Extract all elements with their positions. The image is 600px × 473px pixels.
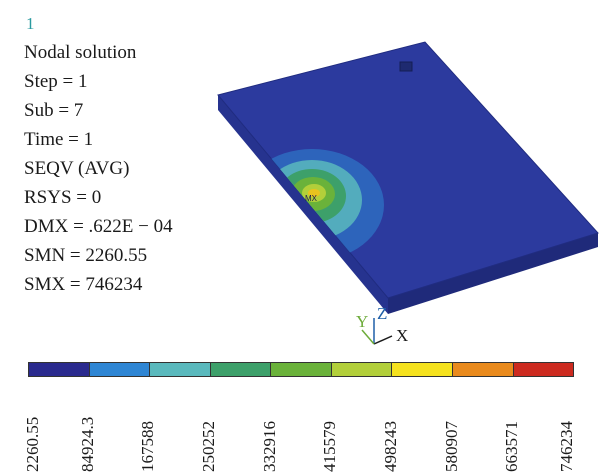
legend-tick-label: 746234 bbox=[557, 421, 576, 472]
info-line-title: Nodal solution bbox=[24, 42, 137, 63]
triad-axes bbox=[361, 318, 393, 345]
legend-swatch bbox=[29, 363, 90, 376]
legend-swatch bbox=[452, 363, 514, 376]
min-marker bbox=[399, 61, 413, 72]
legend-swatch bbox=[513, 363, 574, 376]
plate-right-face bbox=[388, 233, 598, 314]
info-line-time: Time = 1 bbox=[24, 129, 94, 150]
max-marker-label: MX bbox=[305, 194, 318, 203]
legend-swatch bbox=[150, 363, 211, 376]
legend-swatch bbox=[89, 363, 151, 376]
legend-tick-label: 250252 bbox=[199, 421, 218, 472]
triad-z-label: Z bbox=[377, 304, 388, 323]
legend-tick-label: 84924.3 bbox=[77, 416, 97, 472]
coordinate-triad: Y Z X bbox=[352, 304, 422, 356]
info-line-smx: SMX = 746234 bbox=[24, 274, 143, 295]
legend-tick-label: 167588 bbox=[138, 421, 158, 472]
legend-color-bar bbox=[28, 362, 574, 377]
info-line-sub: Sub = 7 bbox=[24, 100, 84, 121]
info-line-rsys: RSYS = 0 bbox=[24, 187, 102, 208]
info-line-result-type: SEQV (AVG) bbox=[24, 158, 130, 179]
plate-front-face bbox=[218, 95, 388, 314]
info-line-smn: SMN = 2260.55 bbox=[24, 245, 148, 266]
legend-tick-label: 580907 bbox=[441, 421, 461, 472]
legend-tick-label: 415579 bbox=[320, 421, 340, 472]
triad-x-label: X bbox=[396, 326, 409, 345]
legend-tick-label: 332916 bbox=[259, 421, 279, 472]
info-line-dmx: DMX = .622E − 04 bbox=[24, 216, 173, 237]
legend-tick-label: 498243 bbox=[381, 421, 400, 472]
legend-swatch bbox=[210, 363, 272, 376]
solution-info-panel: Nodal solution Step = 1 Sub = 7 Time = 1… bbox=[24, 38, 173, 299]
contour-legend: 2260.55 84924.3 167588 250252 332916 415579 49… bbox=[23, 362, 576, 472]
legend-swatch bbox=[331, 363, 393, 376]
legend-swatch bbox=[271, 363, 332, 376]
stress-contour bbox=[240, 149, 384, 261]
legend-swatch bbox=[392, 363, 453, 376]
info-line-step: Step = 1 bbox=[24, 71, 88, 92]
legend-tick-label: 663571 bbox=[502, 421, 522, 472]
legend-tick-label: 2260.55 bbox=[23, 416, 42, 472]
window-number: 1 bbox=[26, 14, 35, 33]
triad-y-label: Y bbox=[356, 312, 369, 331]
